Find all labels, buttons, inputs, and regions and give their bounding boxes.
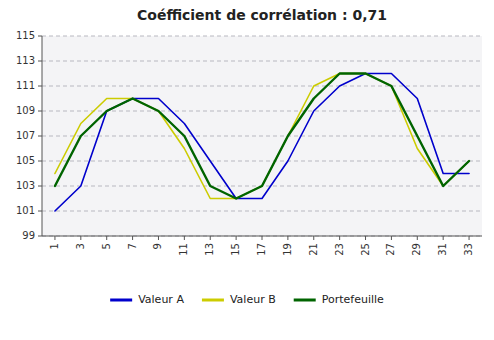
x-tick xyxy=(391,236,392,240)
y-tick xyxy=(38,211,42,212)
x-tick xyxy=(80,236,81,240)
x-axis-line xyxy=(42,236,482,237)
grid-line xyxy=(42,161,482,162)
y-axis: 99 101 103 105 107 109 111 113 115 xyxy=(16,30,42,241)
x-tick-label: 33 xyxy=(463,243,474,256)
series-line xyxy=(55,74,469,212)
x-tick xyxy=(236,236,237,240)
legend: Valeur A Valeur B Portefeuille xyxy=(110,293,384,306)
x-tick-label: 31 xyxy=(437,243,448,256)
y-tick xyxy=(38,136,42,137)
x-tick xyxy=(184,236,185,240)
legend-label: Portefeuille xyxy=(322,293,384,306)
x-tick-label: 5 xyxy=(101,243,112,249)
x-tick-label: 13 xyxy=(204,243,215,256)
x-tick xyxy=(365,236,366,240)
x-tick xyxy=(210,236,211,240)
chart-title: Coéfficient de corrélation : 0,71 xyxy=(137,7,387,23)
x-tick xyxy=(262,236,263,240)
y-tick-label: 107 xyxy=(16,130,35,141)
x-tick-label: 9 xyxy=(152,243,163,249)
legend-swatch xyxy=(110,299,132,302)
x-tick xyxy=(158,236,159,240)
y-tick-label: 111 xyxy=(16,80,35,91)
y-tick-label: 103 xyxy=(16,180,35,191)
x-tick-label: 7 xyxy=(127,243,138,249)
grid-line xyxy=(42,86,482,87)
legend-label: Valeur A xyxy=(138,293,184,306)
y-tick xyxy=(38,111,42,112)
y-tick-label: 113 xyxy=(16,55,35,66)
x-tick-label: 25 xyxy=(360,243,371,256)
grid-line xyxy=(42,36,482,37)
y-tick xyxy=(38,36,42,37)
y-grid xyxy=(42,36,482,236)
x-tick xyxy=(132,236,133,240)
x-tick-label: 21 xyxy=(308,243,319,256)
grid-line xyxy=(42,211,482,212)
legend-label: Valeur B xyxy=(230,293,276,306)
y-axis-line xyxy=(42,36,43,236)
x-tick-label: 23 xyxy=(334,243,345,256)
series-group xyxy=(55,74,469,212)
x-tick xyxy=(313,236,314,240)
series-line xyxy=(55,74,469,199)
grid-line xyxy=(42,61,482,62)
chart-container: 9910110310510710911111311513579111315171… xyxy=(0,0,494,340)
y-tick-label: 109 xyxy=(16,105,35,116)
x-tick-label: 27 xyxy=(385,243,396,256)
x-tick-label: 17 xyxy=(256,243,267,256)
y-tick xyxy=(38,161,42,162)
y-tick xyxy=(38,186,42,187)
series-line xyxy=(55,74,469,199)
legend-swatch xyxy=(294,299,316,302)
x-tick-label: 1 xyxy=(49,243,60,249)
y-tick xyxy=(38,236,42,237)
x-tick xyxy=(469,236,470,240)
x-tick-label: 3 xyxy=(75,243,86,249)
x-axis: 13579111315171921232527293133 xyxy=(49,236,474,256)
y-tick-label: 105 xyxy=(16,155,35,166)
grid-line xyxy=(42,236,482,237)
x-tick xyxy=(417,236,418,240)
y-tick-label: 101 xyxy=(16,205,35,216)
x-tick-label: 15 xyxy=(230,243,241,256)
x-tick xyxy=(287,236,288,240)
x-tick xyxy=(339,236,340,240)
y-tick-label: 115 xyxy=(16,30,35,41)
x-tick-label: 29 xyxy=(411,243,422,256)
x-tick xyxy=(54,236,55,240)
legend-swatch xyxy=(202,299,224,302)
x-tick-label: 11 xyxy=(178,243,189,256)
y-tick xyxy=(38,86,42,87)
x-tick xyxy=(106,236,107,240)
x-tick-label: 19 xyxy=(282,243,293,256)
y-tick-label: 99 xyxy=(22,230,35,241)
x-tick xyxy=(443,236,444,240)
plot-background xyxy=(42,36,482,236)
chart: 9910110310510710911111311513579111315171… xyxy=(0,0,494,340)
y-tick xyxy=(38,61,42,62)
